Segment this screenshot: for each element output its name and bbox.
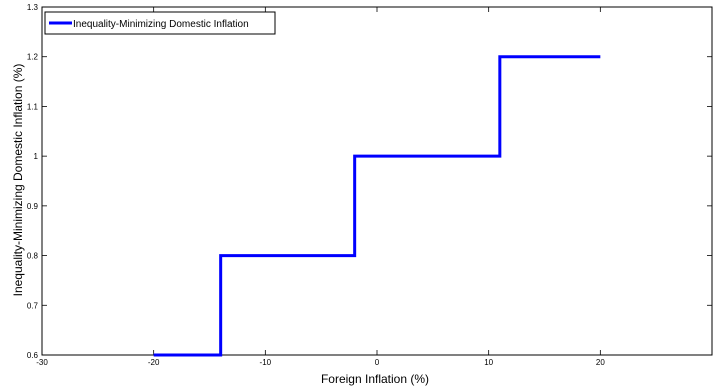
x-tick-label: 20 xyxy=(596,358,605,367)
x-tick-label: 10 xyxy=(484,358,493,367)
ticks: -30 -20 -10 0 10 20 0.6 0.7 0.8 0.9 1 1.1 1.2 1.3 xyxy=(27,3,712,367)
y-tick-label: 0.8 xyxy=(27,252,39,261)
legend: Inequality-Minimizing Domestic Inflation xyxy=(44,11,276,35)
legend-label: Inequality-Minimizing Domestic Inflation xyxy=(73,19,249,30)
y-tick-label: 1.3 xyxy=(27,3,39,12)
x-tick-label: -30 xyxy=(36,358,48,367)
legend-box xyxy=(44,11,276,35)
x-tick-label: -10 xyxy=(260,358,272,367)
x-tick-label: 0 xyxy=(375,358,380,367)
series-layer xyxy=(153,55,601,357)
y-axis-label: Inequality-Minimizing Domestic Inflation… xyxy=(11,64,25,297)
x-axis-label: Foreign Inflation (%) xyxy=(321,372,429,386)
y-tick-label: 1 xyxy=(34,152,39,161)
plot-area-frame xyxy=(41,6,713,356)
y-tick-label: 1.1 xyxy=(27,102,39,111)
x-tick-label: -20 xyxy=(148,358,160,367)
y-tick-label: 0.7 xyxy=(27,301,39,310)
y-tick-label: 0.9 xyxy=(27,202,39,211)
axes xyxy=(41,6,713,356)
y-tick-label: 0.6 xyxy=(27,351,39,360)
y-tick-label: 1.2 xyxy=(27,53,39,62)
series-line xyxy=(153,55,601,357)
